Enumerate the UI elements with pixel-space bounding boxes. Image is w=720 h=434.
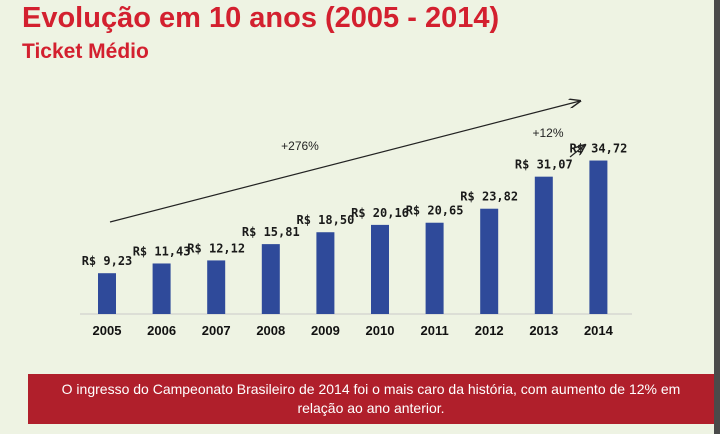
x-tick-2006: 2006 (147, 323, 176, 338)
bar-2007 (207, 260, 226, 314)
data-label-2014: R$ 34,72 (570, 142, 628, 156)
bar-2009 (316, 232, 335, 314)
trend-arrow-276 (109, 101, 580, 223)
bar-2014 (589, 160, 608, 314)
data-label-2011: R$ 20,65 (406, 204, 464, 218)
bar-2005 (98, 273, 116, 314)
data-label-2010: R$ 20,16 (351, 206, 409, 220)
x-tick-2007: 2007 (202, 323, 231, 338)
bar-2013 (534, 176, 553, 314)
slide-subtitle: Ticket Médio (22, 40, 149, 63)
x-tick-2010: 2010 (366, 323, 395, 338)
data-label-2007: R$ 12,12 (187, 241, 245, 255)
annotation-276: +276% (281, 139, 319, 153)
x-tick-2008: 2008 (256, 323, 285, 338)
right-edge-strip (714, 0, 720, 434)
bar-2011 (425, 222, 444, 314)
footer-banner: O ingresso do Campeonato Brasileiro de 2… (28, 374, 714, 424)
x-tick-2013: 2013 (529, 323, 558, 338)
bar-2010 (371, 224, 389, 314)
ticket-chart: R$ 9,23 2005 R$ 11,43 2006 R$ 12,12 2007 R$ 15… (80, 0, 632, 338)
x-tick-2009: 2009 (311, 323, 340, 338)
annotation-12: +12% (532, 126, 563, 140)
data-label-2005: R$ 9,23 (82, 254, 133, 268)
slide-title: Evolução em 10 anos (2005 - 2014) (22, 2, 500, 34)
footer-text: O ingresso do Campeonato Brasileiro de 2… (61, 381, 681, 416)
x-tick-2011: 2011 (420, 323, 448, 338)
x-tick-2014: 2014 (584, 323, 614, 338)
data-label-2008: R$ 15,81 (242, 225, 300, 239)
data-label-2013: R$ 31,07 (515, 158, 573, 172)
trend-arrow-12 (569, 145, 585, 158)
data-label-2009: R$ 18,50 (297, 213, 355, 227)
data-label-2012: R$ 23,82 (460, 190, 518, 204)
x-tick-2005: 2005 (93, 323, 122, 338)
bar-2008 (261, 244, 280, 314)
data-label-2006: R$ 11,43 (133, 244, 191, 258)
bar-2012 (480, 208, 499, 314)
x-tick-2012: 2012 (475, 323, 504, 338)
bar-2006 (152, 263, 171, 314)
